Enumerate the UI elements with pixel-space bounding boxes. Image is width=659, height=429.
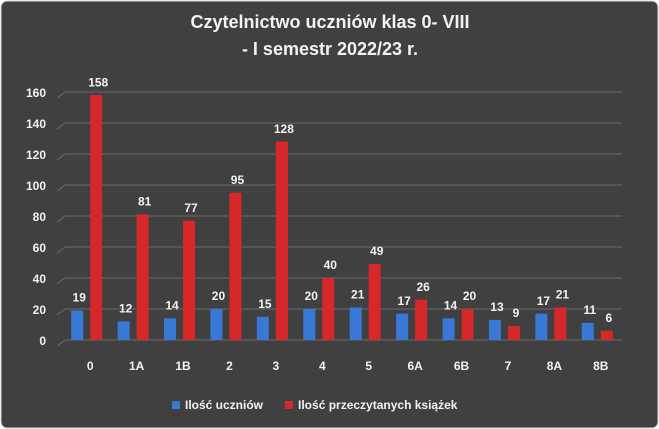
x-tick-label: 7 bbox=[505, 359, 512, 373]
y-tick-label: 100 bbox=[26, 179, 46, 193]
x-tick-label: 3 bbox=[273, 359, 280, 373]
grid-line bbox=[56, 308, 622, 316]
data-label: 49 bbox=[370, 244, 384, 258]
y-tick-label: 120 bbox=[26, 148, 46, 162]
data-label: 158 bbox=[88, 75, 108, 89]
bar bbox=[164, 318, 177, 340]
legend-label: Ilość przeczytanych książek bbox=[298, 398, 458, 412]
legend-label: Ilość uczniów bbox=[185, 398, 264, 412]
y-tick-label: 0 bbox=[39, 334, 46, 348]
data-label: 17 bbox=[537, 294, 551, 308]
bar bbox=[322, 278, 335, 340]
data-label: 21 bbox=[351, 288, 365, 302]
bar bbox=[507, 326, 520, 340]
x-tick-label: 0 bbox=[87, 359, 94, 373]
x-tick-label: 2 bbox=[226, 359, 233, 373]
data-label: 11 bbox=[583, 303, 596, 317]
grid-line bbox=[56, 277, 622, 285]
data-label: 14 bbox=[165, 298, 179, 312]
x-tick-label: 6A bbox=[407, 359, 423, 373]
data-label: 19 bbox=[73, 291, 87, 305]
bar bbox=[415, 299, 428, 340]
y-tick-label: 160 bbox=[26, 86, 46, 100]
data-label: 95 bbox=[231, 173, 245, 187]
bar bbox=[136, 214, 149, 340]
bar bbox=[488, 319, 501, 340]
y-tick-label: 20 bbox=[33, 303, 47, 317]
y-tick-label: 60 bbox=[33, 241, 47, 255]
bar bbox=[581, 322, 594, 340]
y-tick-label: 80 bbox=[33, 210, 47, 224]
data-label: 20 bbox=[463, 289, 477, 303]
bar bbox=[90, 95, 103, 340]
chart-title: Czytelnictwo uczniów klas 0- VIII - I se… bbox=[190, 12, 469, 59]
data-label: 9 bbox=[513, 306, 520, 320]
grid-line bbox=[56, 122, 622, 130]
bar bbox=[396, 313, 409, 340]
x-tick-label: 8B bbox=[593, 359, 609, 373]
bar bbox=[275, 141, 288, 340]
legend-swatch bbox=[285, 401, 294, 409]
data-label: 13 bbox=[490, 300, 504, 314]
data-label: 12 bbox=[119, 302, 133, 316]
y-tick-label: 140 bbox=[26, 117, 46, 131]
bar bbox=[461, 309, 474, 340]
data-label: 6 bbox=[605, 311, 612, 325]
bar bbox=[303, 309, 316, 340]
grid-line bbox=[56, 184, 622, 192]
data-label: 14 bbox=[444, 298, 458, 312]
legend-swatch bbox=[172, 401, 180, 409]
bar bbox=[600, 330, 613, 340]
bar bbox=[256, 316, 269, 340]
grid-line bbox=[56, 246, 622, 254]
bar bbox=[442, 318, 455, 340]
x-tick-label: 5 bbox=[365, 359, 372, 373]
grid-line bbox=[56, 215, 622, 223]
title-line: Czytelnictwo uczniów klas 0- VIII bbox=[190, 12, 469, 32]
data-label: 15 bbox=[258, 297, 272, 311]
bar bbox=[229, 192, 242, 340]
grid-line bbox=[56, 91, 622, 99]
data-label: 128 bbox=[274, 122, 294, 136]
x-tick-label: 1A bbox=[129, 359, 145, 373]
data-label: 20 bbox=[305, 289, 319, 303]
bar bbox=[117, 321, 130, 340]
x-tick-label: 4 bbox=[319, 359, 326, 373]
x-tick-label: 6B bbox=[454, 359, 470, 373]
grid-line bbox=[56, 339, 622, 347]
data-label: 40 bbox=[324, 258, 338, 272]
data-label: 81 bbox=[138, 195, 152, 209]
bar bbox=[71, 310, 84, 340]
data-label: 26 bbox=[416, 280, 430, 294]
grid-line bbox=[56, 153, 622, 161]
bar bbox=[349, 307, 362, 340]
x-tick-label: 8A bbox=[547, 359, 563, 373]
title-line: - I semestr 2022/23 r. bbox=[242, 39, 418, 59]
bar bbox=[210, 309, 223, 340]
y-tick-label: 40 bbox=[33, 272, 47, 286]
x-tick-label: 1B bbox=[175, 359, 191, 373]
data-label: 21 bbox=[556, 288, 570, 302]
bar bbox=[535, 313, 548, 340]
bar bbox=[554, 307, 567, 340]
bar bbox=[183, 220, 196, 340]
data-label: 20 bbox=[212, 289, 226, 303]
bar bbox=[368, 264, 381, 340]
data-label: 77 bbox=[184, 201, 198, 215]
data-label: 17 bbox=[397, 294, 411, 308]
